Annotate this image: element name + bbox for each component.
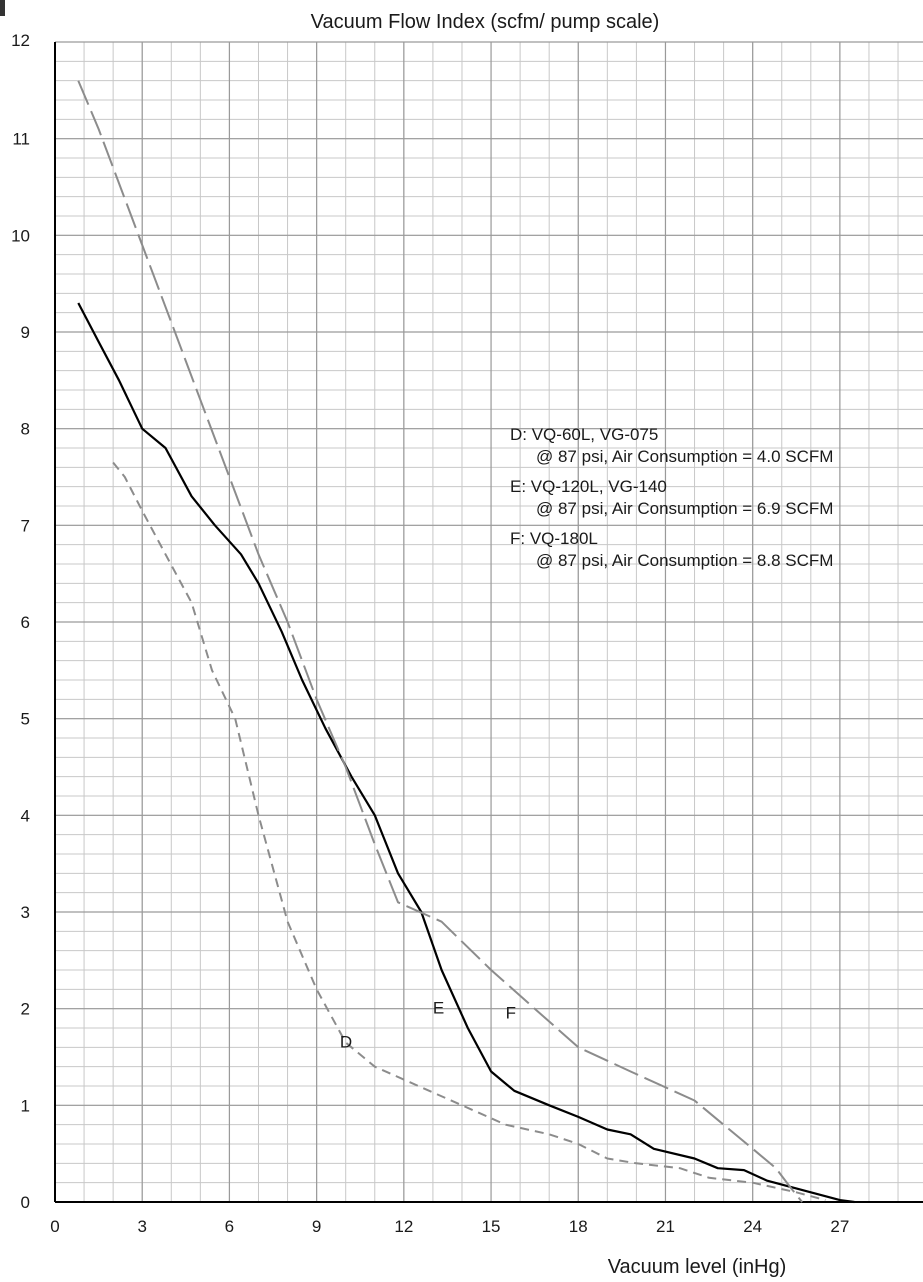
legend: D: VQ-60L, VG-075 @ 87 psi, Air Consumpti… <box>510 425 833 570</box>
x-tick-labels: 0 3 6 9 12 15 18 21 24 27 <box>50 1217 849 1236</box>
series-line-e <box>77 302 855 1204</box>
y-tick-label: 10 <box>11 226 30 245</box>
y-tick-label: 4 <box>21 806 30 825</box>
x-tick-label: 15 <box>482 1217 501 1236</box>
x-tick-label: 12 <box>394 1217 413 1236</box>
y-tick-label: 5 <box>21 710 30 729</box>
series-line-f <box>77 80 803 1203</box>
legend-entry-detail: @ 87 psi, Air Consumption = 6.9 SCFM <box>536 499 833 518</box>
x-tick-label: 3 <box>137 1217 146 1236</box>
x-tick-label: 0 <box>50 1217 59 1236</box>
y-tick-label: 8 <box>21 420 30 439</box>
legend-entry-detail: @ 87 psi, Air Consumption = 8.8 SCFM <box>536 551 833 570</box>
legend-entry-title: F: VQ-180L <box>510 529 598 548</box>
y-tick-label: 9 <box>21 323 30 342</box>
legend-entry-detail: @ 87 psi, Air Consumption = 4.0 SCFM <box>536 447 833 466</box>
x-tick-label: 18 <box>569 1217 588 1236</box>
chart-title: Vacuum Flow Index (scfm/ pump scale) <box>311 11 660 33</box>
series-lines <box>77 80 855 1204</box>
series-line-d <box>112 461 826 1202</box>
legend-entry-title: D: VQ-60L, VG-075 <box>510 425 658 444</box>
legend-entry-title: E: VQ-120L, VG-140 <box>510 477 667 496</box>
axes <box>0 0 923 1203</box>
x-tick-label: 9 <box>312 1217 321 1236</box>
y-tick-label: 7 <box>21 516 30 535</box>
x-tick-label: 27 <box>830 1217 849 1236</box>
x-tick-label: 24 <box>743 1217 762 1236</box>
y-tick-label: 1 <box>21 1096 30 1115</box>
major-grid <box>55 41 923 1202</box>
curve-label-d: D <box>340 1032 352 1051</box>
y-tick-label: 12 <box>11 31 30 50</box>
y-tick-label: 2 <box>21 1000 30 1019</box>
x-axis-label: Vacuum level (inHg) <box>608 1256 787 1278</box>
y-tick-label: 3 <box>21 903 30 922</box>
corner-marker <box>0 0 5 16</box>
curve-label-e: E <box>433 999 444 1018</box>
x-tick-label: 21 <box>656 1217 675 1236</box>
y-tick-label: 11 <box>12 130 30 149</box>
y-tick-label: 0 <box>21 1193 30 1212</box>
y-tick-label: 6 <box>21 613 30 632</box>
curve-label-f: F <box>506 1003 516 1022</box>
curve-labels: D E F <box>340 999 516 1052</box>
x-tick-label: 6 <box>225 1217 234 1236</box>
